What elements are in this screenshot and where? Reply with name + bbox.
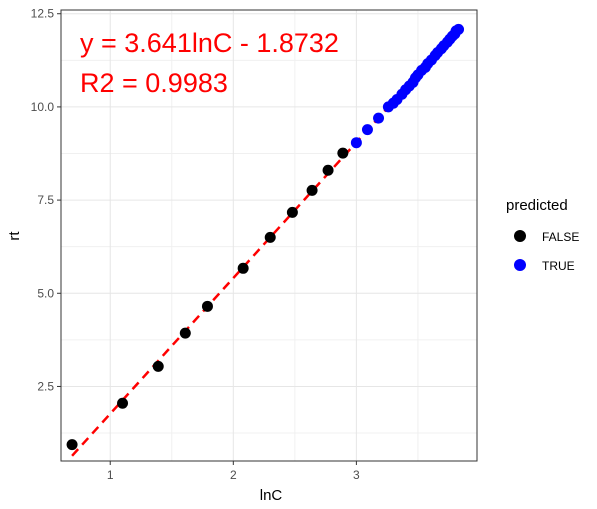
point-true	[373, 112, 385, 124]
x-tick-label: 2	[230, 468, 237, 482]
point-false	[237, 262, 249, 274]
point-false	[179, 327, 191, 339]
x-axis-title: lnC	[260, 487, 283, 504]
point-false	[152, 360, 164, 372]
y-tick-label: 10.0	[31, 100, 55, 114]
x-tick-label: 3	[353, 468, 360, 482]
point-true	[361, 124, 373, 136]
ticks-layer: 2.5 5.0 7.5 10.0 12.5 1 2 3	[31, 7, 360, 482]
points-layer	[66, 23, 465, 451]
legend-label-false: FALSE	[542, 230, 579, 244]
point-false	[117, 397, 129, 409]
point-true	[350, 137, 362, 149]
y-axis-title: rt	[6, 231, 23, 241]
legend: predicted FALSE TRUE	[506, 197, 579, 273]
legend-key-true	[514, 259, 526, 271]
grid-layer	[61, 10, 477, 461]
equation-annotation: y = 3.641lnC - 1.8732	[80, 28, 339, 58]
y-tick-label: 12.5	[31, 7, 55, 21]
y-tick-label: 7.5	[37, 193, 54, 207]
point-false	[306, 184, 318, 196]
legend-label-true: TRUE	[542, 259, 575, 273]
point-false	[286, 206, 298, 218]
point-false	[264, 231, 276, 243]
point-false	[337, 147, 349, 159]
y-tick-label: 2.5	[37, 379, 54, 393]
legend-title: predicted	[506, 197, 568, 214]
point-false	[322, 164, 334, 176]
point-false	[201, 300, 213, 312]
x-tick-label: 1	[107, 468, 114, 482]
panel-border	[60, 9, 478, 462]
point-false	[66, 439, 78, 451]
point-true	[453, 23, 465, 35]
legend-key-false	[514, 230, 526, 242]
r2-annotation: R2 = 0.9983	[80, 68, 228, 98]
y-tick-label: 5.0	[37, 286, 54, 300]
